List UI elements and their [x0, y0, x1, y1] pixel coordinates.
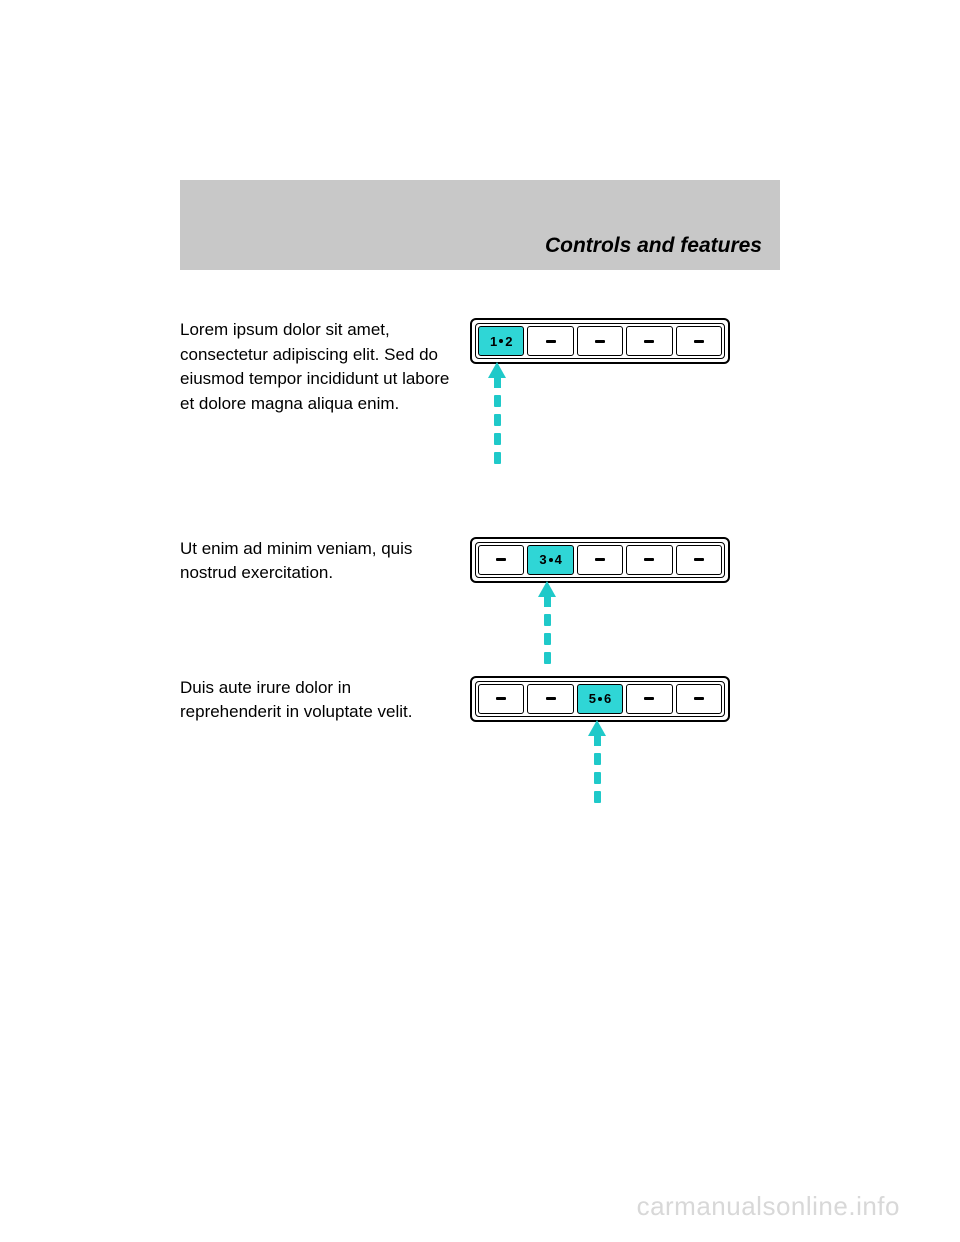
keypad-button-9-0[interactable]	[676, 326, 722, 356]
keypad-button-3-4[interactable]	[527, 684, 573, 714]
section-header-band: Controls and features	[180, 180, 780, 270]
keypad: 12	[470, 318, 730, 364]
keypad: 34	[470, 537, 730, 583]
keypad-button-9-0[interactable]	[676, 545, 722, 575]
page-content: Controls and features Lorem ipsum dolor …	[180, 180, 780, 725]
instruction-text: Lorem ipsum dolor sit amet, consectetur …	[180, 318, 470, 417]
keypad-button-3-4[interactable]	[527, 326, 573, 356]
keypad-button-7-8[interactable]	[626, 684, 672, 714]
instruction-row: Lorem ipsum dolor sit amet, consectetur …	[180, 318, 780, 417]
keypad: 56	[470, 676, 730, 722]
keypad-button-3-4[interactable]: 34	[527, 545, 573, 575]
keypad-figure: 56	[470, 676, 780, 722]
keypad-button-5-6[interactable]	[577, 545, 623, 575]
keypad-button-1-2[interactable]	[478, 684, 524, 714]
keypad-button-1-2[interactable]	[478, 545, 524, 575]
keypad-button-7-8[interactable]	[626, 326, 672, 356]
section-title: Controls and features	[545, 234, 762, 258]
keypad-button-7-8[interactable]	[626, 545, 672, 575]
keypad-button-5-6[interactable]	[577, 326, 623, 356]
keypad-figure: 12	[470, 318, 780, 364]
instruction-row: Ut enim ad minim veniam, quis nostrud ex…	[180, 537, 780, 586]
instruction-text: Duis aute irure dolor in reprehenderit i…	[180, 676, 470, 725]
instruction-row: Duis aute irure dolor in reprehenderit i…	[180, 676, 780, 725]
keypad-button-5-6[interactable]: 56	[577, 684, 623, 714]
keypad-button-9-0[interactable]	[676, 684, 722, 714]
instruction-text: Ut enim ad minim veniam, quis nostrud ex…	[180, 537, 470, 586]
callout-arrow-icon	[488, 362, 506, 464]
watermark-text: carmanualsonline.info	[637, 1191, 900, 1222]
keypad-inner: 34	[475, 542, 725, 578]
keypad-figure: 34	[470, 537, 780, 583]
keypad-button-1-2[interactable]: 12	[478, 326, 524, 356]
callout-arrow-icon	[588, 720, 606, 803]
callout-arrow-icon	[538, 581, 556, 664]
keypad-inner: 12	[475, 323, 725, 359]
keypad-inner: 56	[475, 681, 725, 717]
